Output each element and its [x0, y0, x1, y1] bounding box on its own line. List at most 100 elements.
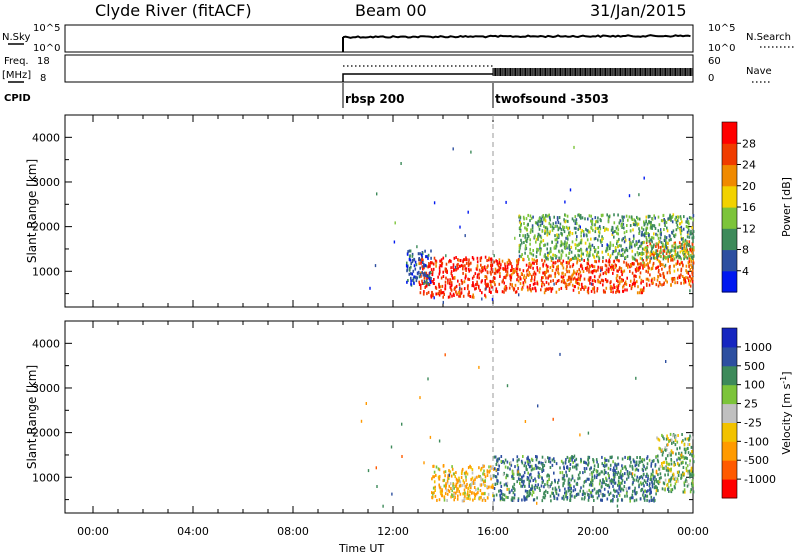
radar-return: [617, 232, 619, 236]
radar-return: [610, 499, 612, 503]
radar-return: [592, 253, 594, 257]
radar-return: [464, 494, 466, 498]
radar-return: [460, 291, 462, 295]
radar-return: [464, 276, 467, 280]
radar-return: [677, 219, 679, 223]
nave-tick-high: 60: [708, 56, 721, 67]
radar-return: [579, 259, 581, 262]
radar-return-isolated: [445, 254, 447, 258]
radar-return: [541, 215, 544, 219]
colorbar-segment: [722, 207, 737, 229]
radar-return: [469, 483, 472, 487]
radar-return: [531, 229, 534, 233]
radar-return: [557, 478, 560, 482]
radar-return: [658, 446, 660, 450]
radar-return: [645, 277, 648, 281]
radar-return: [413, 281, 415, 285]
radar-return-isolated: [506, 487, 508, 491]
radar-return: [638, 227, 640, 231]
radar-return: [656, 253, 658, 256]
radar-return: [462, 267, 464, 271]
radar-return: [461, 280, 464, 284]
radar-return: [451, 294, 453, 298]
radar-return: [542, 465, 544, 469]
radar-return: [413, 275, 415, 279]
radar-return: [524, 239, 527, 243]
radar-return: [603, 290, 605, 294]
radar-return: [549, 255, 552, 259]
radar-return: [529, 287, 532, 291]
radar-return-isolated: [537, 404, 539, 408]
radar-return: [655, 283, 658, 287]
nsearch-tick-low: 10^0: [708, 43, 735, 54]
cpid-segment-label: rbsp 200: [345, 92, 404, 106]
radar-return: [527, 471, 529, 475]
radar-return: [474, 497, 476, 500]
radar-return: [437, 275, 439, 279]
radar-return: [460, 279, 463, 283]
radar-return: [439, 291, 442, 295]
radar-return: [498, 489, 500, 493]
radar-return: [459, 259, 462, 263]
radar-return: [544, 231, 546, 235]
radar-return: [434, 489, 436, 492]
radar-return: [587, 262, 590, 266]
radar-return: [491, 280, 493, 284]
radar-return: [532, 491, 535, 494]
radar-return: [423, 280, 426, 283]
radar-return: [659, 264, 662, 267]
radar-return: [631, 218, 634, 221]
radar-return: [458, 490, 460, 494]
radar-return: [462, 259, 464, 263]
radar-return: [588, 270, 590, 274]
radar-return: [540, 217, 543, 221]
radar-return: [539, 247, 541, 251]
radar-return: [686, 270, 688, 274]
radar-return: [525, 239, 528, 243]
radar-return: [580, 234, 582, 238]
colorbar-tick-label: 24: [742, 159, 756, 172]
radar-return: [617, 269, 619, 273]
radar-return: [573, 226, 576, 230]
radar-return: [685, 244, 688, 248]
radar-return: [635, 258, 637, 262]
radar-return: [483, 464, 485, 468]
radar-return: [609, 463, 612, 467]
radar-return: [520, 484, 522, 488]
radar-return: [435, 292, 437, 296]
radar-return: [587, 477, 589, 481]
radar-return: [618, 476, 620, 479]
radar-return: [432, 464, 434, 468]
radar-return: [608, 247, 611, 251]
radar-return: [626, 224, 628, 227]
radar-return: [668, 255, 670, 259]
radar-return: [673, 269, 676, 273]
radar-return: [411, 272, 414, 276]
radar-return: [612, 471, 615, 475]
radar-return: [543, 485, 545, 489]
radar-return: [552, 222, 555, 226]
radar-return: [585, 479, 587, 483]
radar-return: [686, 484, 689, 488]
radar-return: [692, 246, 695, 250]
radar-return: [615, 264, 617, 268]
radar-return: [578, 249, 581, 253]
radar-return: [673, 241, 676, 245]
radar-return: [575, 219, 577, 223]
radar-return: [687, 443, 689, 446]
radar-return: [451, 274, 453, 278]
radar-return: [651, 468, 654, 472]
radar-return: [576, 261, 578, 265]
radar-return: [675, 452, 677, 456]
radar-return: [449, 292, 452, 296]
radar-return: [612, 484, 614, 488]
radar-return: [618, 487, 620, 491]
radar-return: [533, 278, 536, 282]
radar-return: [691, 273, 694, 277]
radar-return: [646, 483, 648, 486]
radar-return-isolated: [375, 466, 377, 470]
radar-return: [602, 272, 605, 276]
radar-return: [649, 238, 652, 242]
radar-return: [542, 239, 545, 242]
radar-return: [452, 266, 454, 269]
